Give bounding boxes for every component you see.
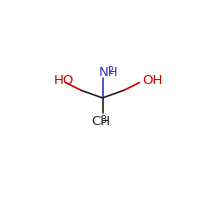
Text: HO: HO — [54, 74, 74, 87]
Text: NH: NH — [99, 66, 118, 79]
Text: 2: 2 — [107, 66, 114, 76]
Text: 3: 3 — [100, 115, 107, 125]
Text: CH: CH — [92, 115, 111, 128]
Text: OH: OH — [142, 74, 162, 87]
